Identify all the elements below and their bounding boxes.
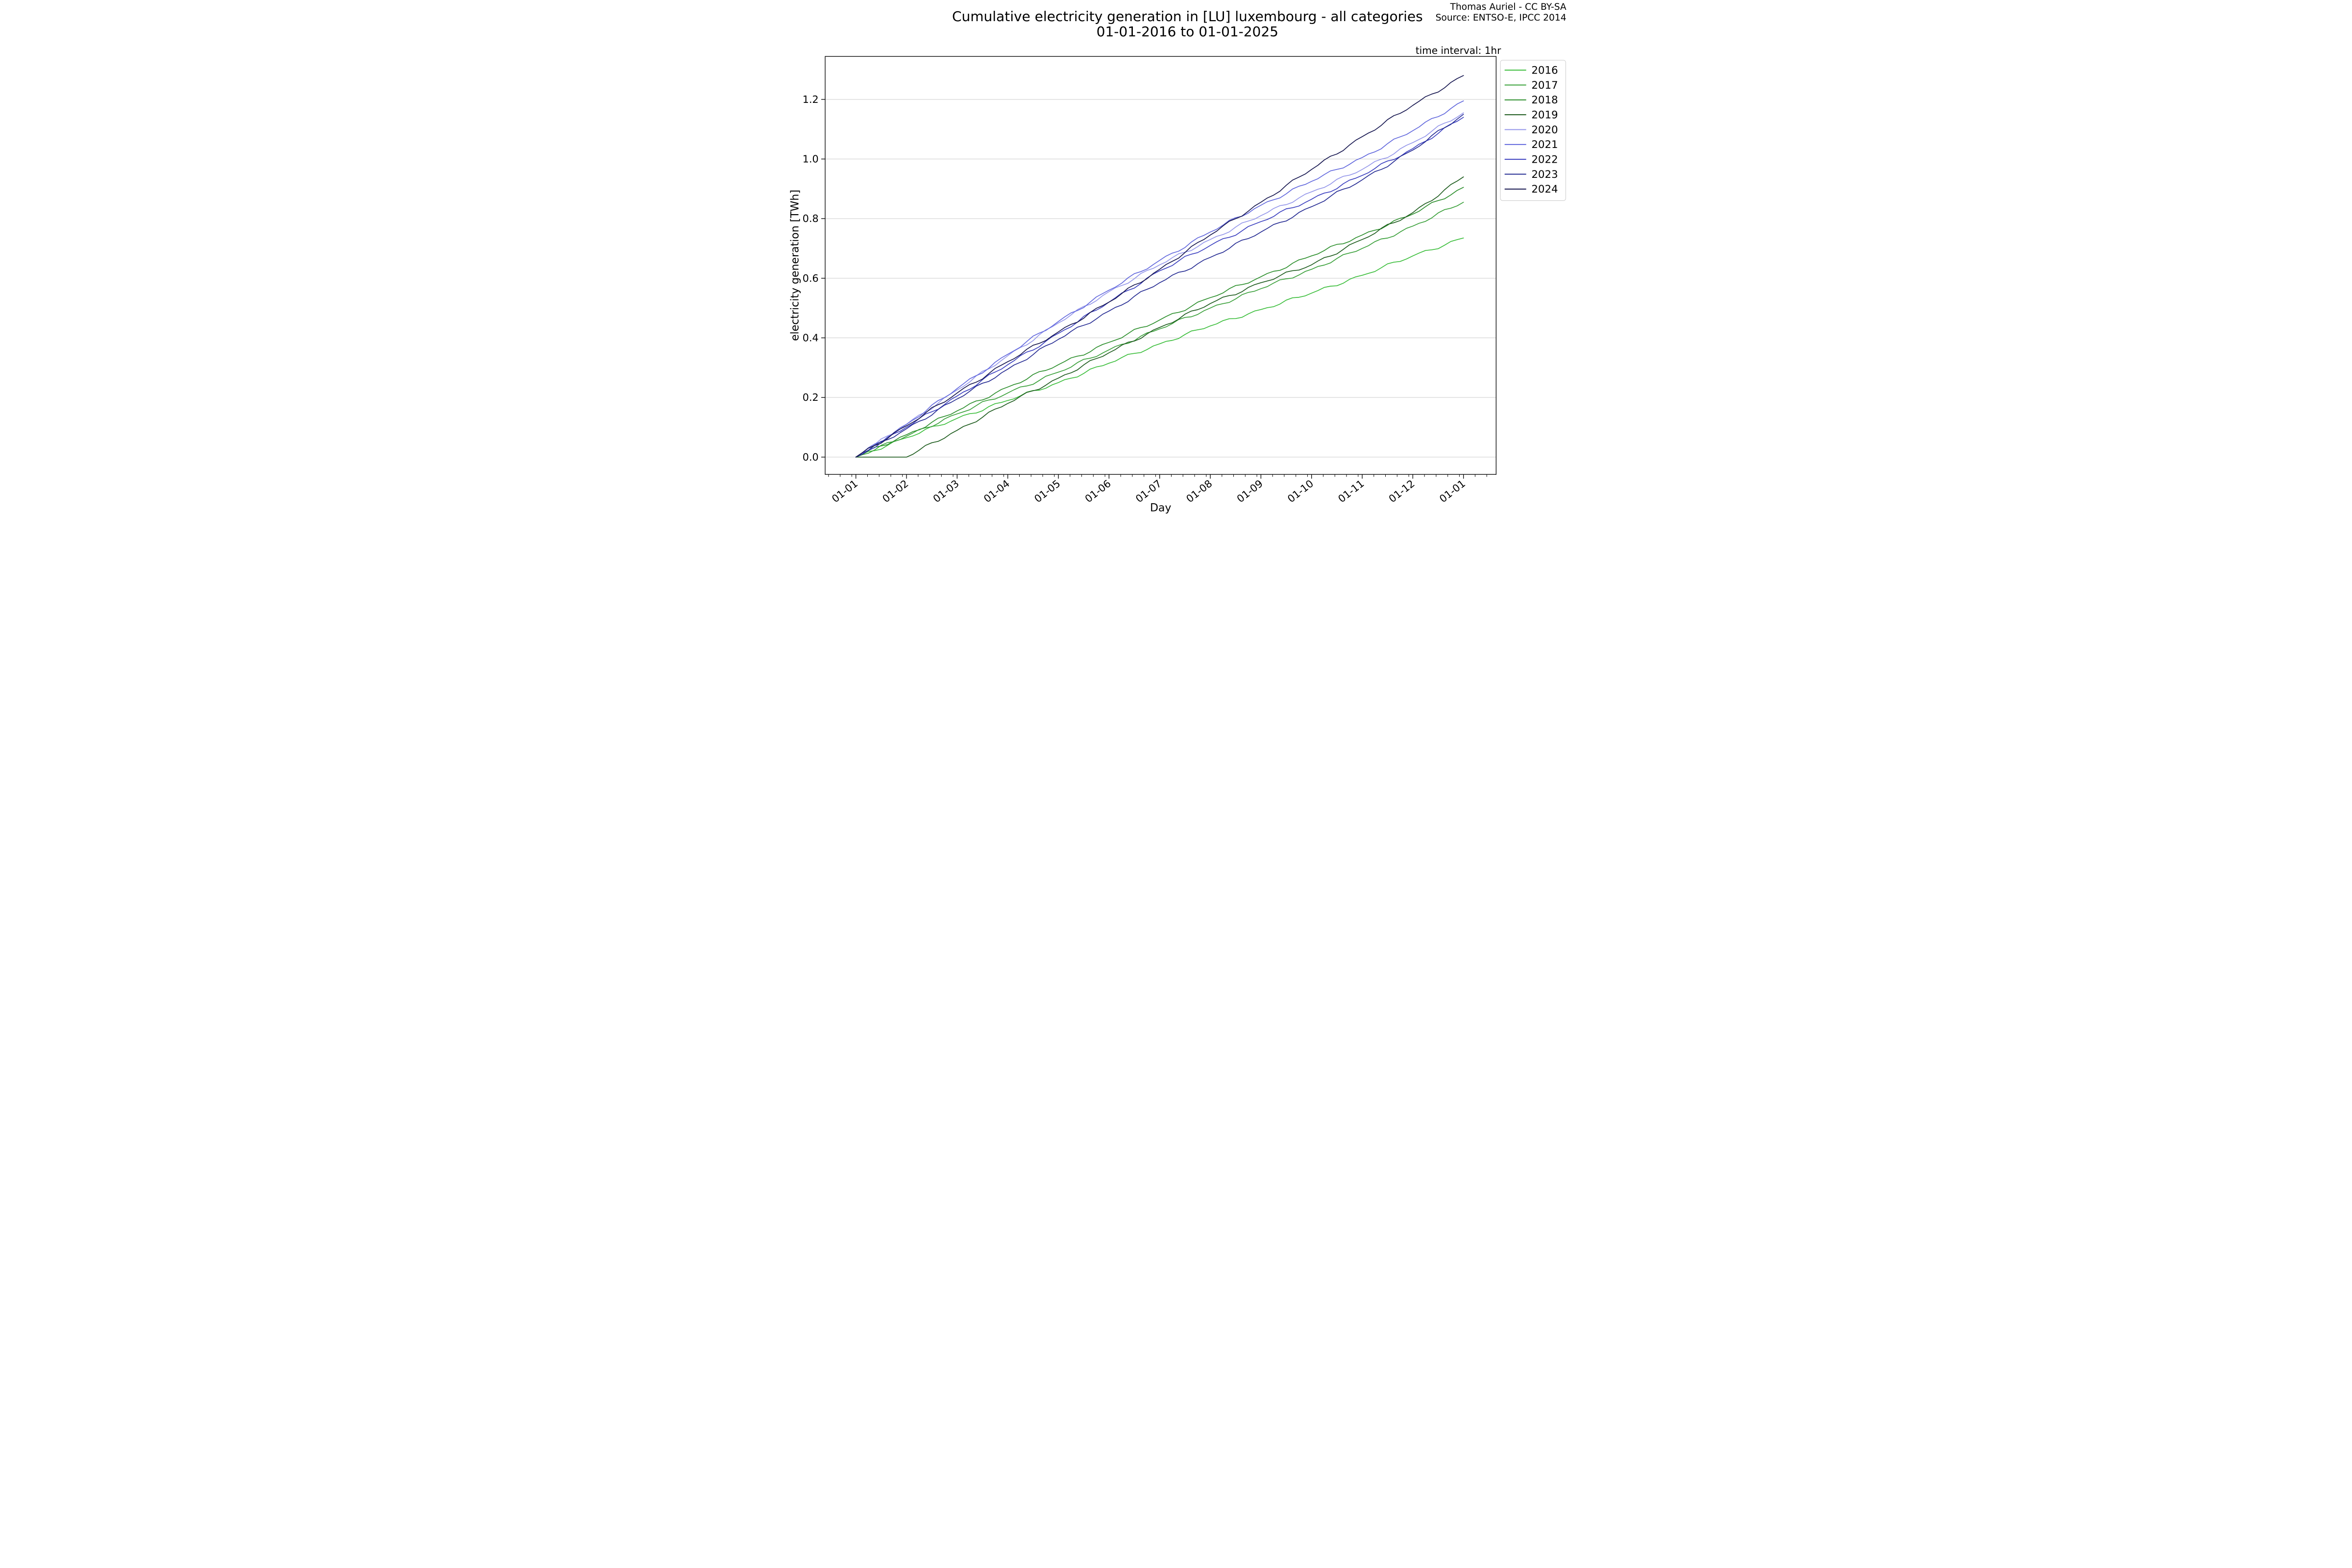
x-tick-label: 01-06 <box>1083 478 1113 505</box>
x-tick-label: 01-01 <box>1437 478 1468 505</box>
x-tick-label: 01-04 <box>981 478 1012 505</box>
legend-item-2017: 2017 <box>1504 79 1558 92</box>
time-interval-label: time interval: 1hr <box>1416 45 1501 56</box>
y-tick-label: 0.6 <box>803 272 819 284</box>
legend-item-2022: 2022 <box>1504 154 1558 166</box>
y-tick-label: 0.4 <box>803 332 819 344</box>
legend-label-2016: 2016 <box>1531 65 1558 77</box>
x-tick-label: 01-03 <box>931 478 961 505</box>
series-lines-layer <box>855 75 1464 458</box>
series-line-2022 <box>855 117 1464 458</box>
figure: 0.0 0.2 0.4 0.6 0.8 1.0 1.2 01-01 01-02 01-03 01-0… <box>784 0 1568 523</box>
series-line-2017 <box>855 201 1464 458</box>
legend-label-2021: 2021 <box>1531 139 1558 151</box>
legend-item-2021: 2021 <box>1504 139 1558 151</box>
chart-title-line1: Cumulative electricity generation in [LU… <box>952 8 1423 24</box>
y-axis-label: electricity generation [TWh] <box>789 190 801 341</box>
series-line-2021 <box>855 100 1464 458</box>
y-tick-label: 0.0 <box>803 451 819 463</box>
series-line-2020 <box>855 112 1464 458</box>
legend-label-2019: 2019 <box>1531 109 1558 122</box>
line-chart-canvas: 0.0 0.2 0.4 0.6 0.8 1.0 1.2 01-01 01-02 01-03 01-0… <box>789 2 1567 514</box>
attribution-author: Thomas Auriel - CC BY-SA <box>1449 2 1566 12</box>
legend-item-2018: 2018 <box>1504 94 1558 106</box>
legend-label-2020: 2020 <box>1531 124 1558 136</box>
y-tick-label: 1.0 <box>803 153 819 165</box>
legend-box <box>1500 60 1566 201</box>
legend-label-2023: 2023 <box>1531 169 1558 181</box>
tick-labels-layer: 0.0 0.2 0.4 0.6 0.8 1.0 1.2 01-01 01-02 01-03 01-0… <box>803 94 1468 505</box>
x-tick-label: 01-09 <box>1235 478 1265 505</box>
x-tick-label: 01-01 <box>830 478 860 505</box>
y-tick-label: 1.2 <box>803 94 819 105</box>
series-line-2016 <box>855 237 1464 458</box>
x-tick-label: 01-08 <box>1184 478 1214 505</box>
legend-label-2024: 2024 <box>1531 183 1558 196</box>
series-line-2024 <box>855 75 1464 458</box>
legend-label-2022: 2022 <box>1531 154 1558 166</box>
legend-label-2018: 2018 <box>1531 94 1558 106</box>
series-line-2023 <box>855 114 1464 458</box>
x-tick-label: 01-07 <box>1133 478 1164 505</box>
chart-title-line2: 01-01-2016 to 01-01-2025 <box>1097 24 1278 40</box>
legend-item-2024: 2024 <box>1504 183 1558 196</box>
legend-item-2020: 2020 <box>1504 124 1558 136</box>
axes-layer <box>821 56 1496 479</box>
plot-border <box>825 56 1496 475</box>
x-tick-label: 01-02 <box>880 478 910 505</box>
series-line-2018 <box>855 187 1464 458</box>
legend-label-2017: 2017 <box>1531 79 1558 92</box>
gridlines-layer <box>825 99 1496 458</box>
attribution-source: Source: ENTSO-E, IPCC 2014 <box>1436 13 1567 23</box>
legend: 2016 2017 2018 2019 2020 2021 2022 2023 2024 <box>1500 60 1566 201</box>
x-tick-label: 01-10 <box>1285 478 1316 505</box>
y-tick-label: 0.2 <box>803 392 819 403</box>
legend-item-2016: 2016 <box>1504 65 1558 77</box>
series-line-2019 <box>855 176 1464 458</box>
legend-item-2023: 2023 <box>1504 169 1558 181</box>
x-axis-label: Day <box>1150 502 1171 514</box>
y-tick-label: 0.8 <box>803 213 819 224</box>
legend-item-2019: 2019 <box>1504 109 1558 122</box>
x-tick-label: 01-12 <box>1387 478 1417 505</box>
x-tick-label: 01-05 <box>1032 478 1062 505</box>
x-tick-label: 01-11 <box>1336 478 1366 505</box>
